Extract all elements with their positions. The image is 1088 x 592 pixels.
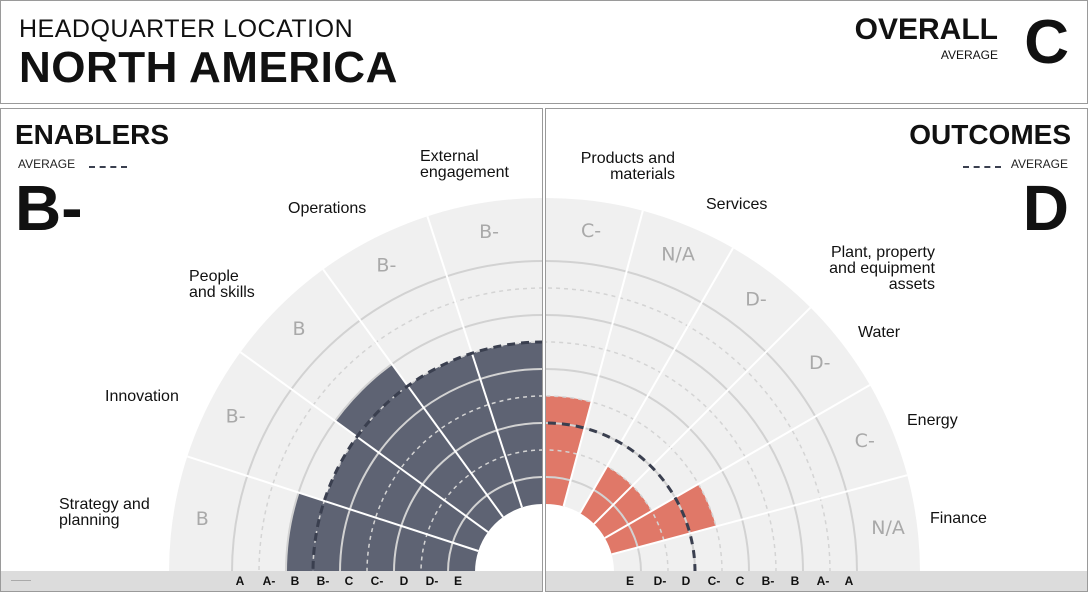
enablers-grade-axis: A A- B B- C C- D D- E (1, 571, 542, 591)
enablers-bar (407, 353, 522, 517)
outcomes-tick-label: C- (707, 574, 721, 588)
enablers-category-label: People and skills (189, 268, 255, 301)
outcomes-average-line (546, 421, 697, 573)
outcomes-tick-label: A- (816, 574, 830, 588)
header: HEADQUARTER LOCATION NORTH AMERICA OVERA… (0, 0, 1088, 104)
overall-grade: C (1024, 8, 1069, 77)
enablers-tick-label: C- (370, 574, 384, 588)
outcomes-average-grade: D (1022, 172, 1069, 244)
enablers-tick-label: E (453, 574, 463, 588)
enablers-spoke (322, 268, 504, 518)
enablers-bar (471, 342, 542, 508)
enablers-polar-chart: B- B- B B- B (169, 198, 542, 573)
enablers-grid-ring (312, 341, 542, 573)
outcomes-grid-ring (546, 449, 669, 573)
enablers-grid-ring (285, 314, 542, 573)
enablers-grade-label: B- (479, 221, 499, 243)
enablers-category-label: External engagement (420, 148, 509, 181)
outcomes-grade-label: N/A (871, 517, 905, 539)
outcomes-tick-label: C (735, 574, 745, 588)
outcomes-category-label: Water (858, 324, 901, 341)
enablers-category-label: Strategy and planning (59, 496, 150, 529)
enablers-bar (286, 492, 479, 572)
outcomes-average-label: AVERAGE (1010, 157, 1068, 171)
outcomes-category-label: Products and materials (580, 150, 675, 183)
outcomes-grade-label: N/A (661, 243, 695, 265)
enablers-grid-ring (447, 476, 542, 573)
enablers-average-label: AVERAGE (18, 157, 76, 171)
outcomes-title: OUTCOMES (909, 119, 1071, 150)
outcomes-category-label: Services (706, 196, 768, 213)
outcomes-bar (594, 485, 652, 538)
outcomes-panel: N/A C- D- D- N/A C- OUTCOMES AVERAGE D Produc… (545, 108, 1088, 592)
enablers-average-grade: B- (15, 172, 83, 244)
enablers-tick-label: D- (425, 574, 439, 588)
enablers-category-label: Innovation (105, 388, 179, 405)
enablers-panel: B- B- B B- B ENABLERS AVERAGE B- Strategy an… (0, 108, 543, 592)
enablers-grid-ring (366, 395, 542, 573)
enablers-tick-label: D (399, 574, 409, 588)
enablers-spoke (426, 215, 523, 508)
enablers-grid-ring (393, 422, 542, 573)
outcomes-tick-label: E (625, 574, 635, 588)
outcomes-tick-label: B- (761, 574, 775, 588)
enablers-category-label: Operations (288, 200, 367, 217)
outcomes-grade-label: C- (855, 430, 875, 452)
enablers-grade-label: B- (226, 405, 246, 427)
enablers-grade-label: B (196, 508, 209, 530)
outcomes-spoke (579, 247, 734, 514)
outcomes-category-label: Plant, property and equipment assets (829, 244, 935, 293)
outcomes-bar (580, 466, 633, 524)
enablers-average-line (311, 340, 542, 573)
enablers-grid-ring (420, 449, 542, 573)
outcomes-spoke (604, 384, 871, 539)
enablers-grid-ring (231, 260, 542, 573)
divider (11, 580, 31, 581)
outcomes-grid-ring (546, 287, 831, 573)
outcomes-polar-chart: N/A C- D- D- N/A C- (546, 198, 920, 573)
enablers-spoke (239, 351, 489, 533)
hq-location-label: HEADQUARTER LOCATION (19, 15, 354, 43)
outcomes-tick-label: A (844, 574, 854, 588)
outcomes-category-label: Energy (907, 412, 958, 429)
outcomes-spoke (562, 210, 644, 507)
outcomes-category-label: Finance (930, 510, 987, 527)
enablers-grid-ring (258, 287, 542, 573)
enablers-grade-label: B- (376, 255, 396, 277)
enablers-spoke (186, 455, 479, 552)
outcomes-bar (604, 484, 717, 555)
outcomes-grade-label: D- (809, 352, 831, 374)
outcomes-grade-label: C- (581, 220, 601, 242)
enablers-tick-label: B (290, 574, 300, 588)
outcomes-average-legend-line (963, 166, 1001, 168)
overall-label: OVERALL (854, 13, 998, 46)
enablers-grid-ring (339, 368, 542, 573)
outcomes-spoke (593, 306, 812, 525)
outcomes-grade-axis: E D- D C- C B- B A- A (546, 571, 1087, 591)
enablers-title: ENABLERS (15, 119, 170, 150)
outcomes-tick-label: D- (653, 574, 667, 588)
region-title: NORTH AMERICA (19, 43, 398, 92)
overall-average-label: AVERAGE (940, 48, 998, 62)
enablers-tick-label: C (344, 574, 354, 588)
outcomes-tick-label: D (681, 574, 691, 588)
outcomes-spoke (611, 474, 908, 556)
enablers-bar (324, 436, 488, 551)
enablers-tick-label: B- (316, 574, 330, 588)
enablers-tick-label: A (235, 574, 245, 588)
outcomes-grade-label: D- (745, 288, 767, 310)
enablers-average-legend-line (89, 166, 127, 168)
enablers-grade-label: B (293, 318, 306, 340)
enablers-tick-label: A- (262, 574, 276, 588)
outcomes-grid-ring (546, 341, 777, 573)
outcomes-tick-label: B (790, 574, 800, 588)
